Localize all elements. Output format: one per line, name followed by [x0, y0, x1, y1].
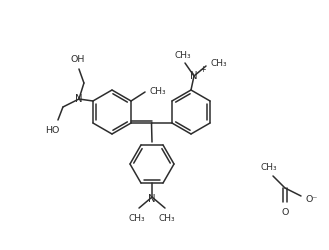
Text: O: O: [281, 207, 289, 216]
Text: N: N: [75, 94, 83, 104]
Text: CH₃: CH₃: [149, 87, 166, 96]
Text: N: N: [190, 71, 198, 81]
Text: OH: OH: [71, 55, 85, 64]
Text: HO: HO: [45, 126, 59, 134]
Text: CH₃: CH₃: [175, 51, 191, 60]
Text: CH₃: CH₃: [261, 162, 277, 171]
Text: CH₃: CH₃: [159, 213, 175, 222]
Text: CH₃: CH₃: [210, 59, 227, 68]
Text: +: +: [199, 65, 205, 74]
Text: CH₃: CH₃: [129, 213, 145, 222]
Text: N: N: [148, 193, 156, 203]
Text: O⁻: O⁻: [306, 195, 318, 204]
